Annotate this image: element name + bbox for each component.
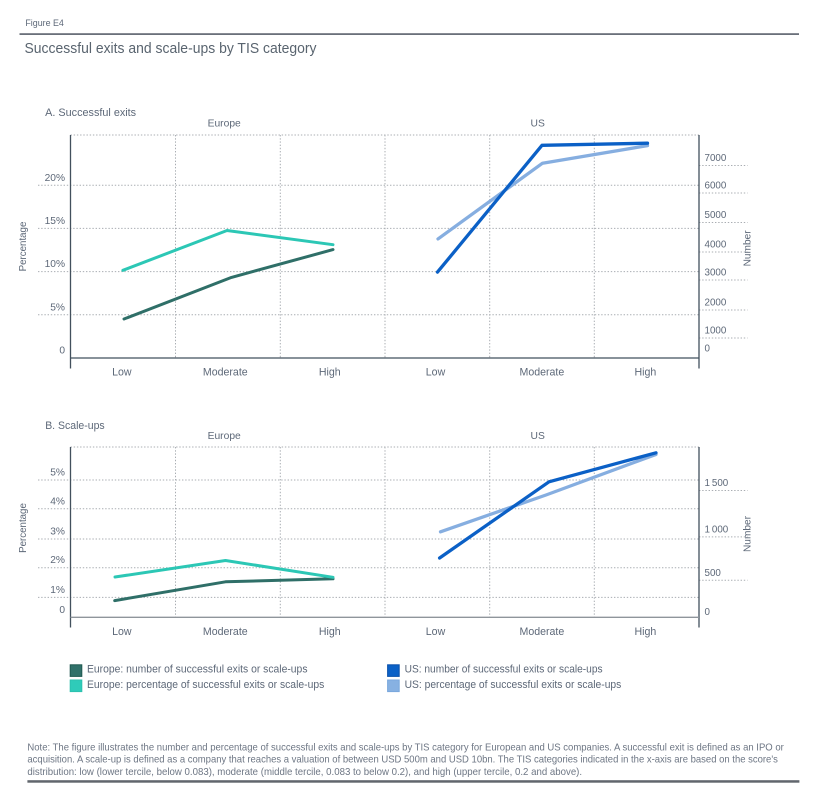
svg-text:0: 0 [59,346,65,357]
svg-text:Successful exits and scale-ups: Successful exits and scale-ups by TIS ca… [25,41,318,57]
svg-text:High: High [635,366,657,378]
svg-text:Low: Low [426,366,446,378]
svg-text:Moderate: Moderate [203,626,248,638]
svg-text:B. Scale-ups: B. Scale-ups [45,420,105,432]
svg-text:US: US [531,431,545,442]
svg-text:5%: 5% [50,468,65,479]
svg-text:Europe: Europe [208,431,241,442]
svg-text:Number: Number [743,230,754,267]
svg-text:1 000: 1 000 [705,524,729,535]
svg-text:1%: 1% [50,585,65,596]
svg-text:6000: 6000 [705,181,727,192]
svg-text:0: 0 [59,605,65,616]
svg-text:Percentage: Percentage [18,221,29,271]
svg-text:1 500: 1 500 [705,478,729,489]
svg-text:3%: 3% [50,527,65,538]
svg-text:High: High [319,366,341,378]
svg-text:US: number of successful exits: US: number of successful exits or scale-… [405,663,603,675]
svg-text:5000: 5000 [705,210,727,221]
svg-text:Low: Low [112,626,132,638]
svg-text:US: percentage of successful e: US: percentage of successful exits or sc… [405,679,622,691]
svg-text:Moderate: Moderate [203,366,248,378]
svg-text:Low: Low [426,626,446,638]
svg-text:Note: The figure illustrates t: Note: The figure illustrates the number … [27,742,784,753]
svg-text:4000: 4000 [705,240,727,251]
svg-text:US: US [531,119,545,130]
svg-text:Percentage: Percentage [18,503,29,553]
svg-text:3000: 3000 [705,268,727,279]
svg-text:High: High [635,626,657,638]
svg-text:2000: 2000 [705,298,727,309]
svg-text:7000: 7000 [705,153,727,164]
svg-text:Europe: percentage of successf: Europe: percentage of successful exits o… [87,679,324,691]
svg-text:1000: 1000 [705,326,727,337]
svg-text:10%: 10% [45,259,65,270]
svg-text:Number: Number [743,515,754,552]
svg-text:2%: 2% [50,555,65,566]
svg-text:acquisition. A scale-up is def: acquisition. A scale-up is defined as a … [27,755,778,766]
svg-text:0: 0 [705,607,711,618]
svg-text:Moderate: Moderate [520,366,565,378]
svg-text:15%: 15% [45,216,65,227]
svg-text:Figure E4: Figure E4 [25,18,64,28]
svg-text:20%: 20% [45,173,65,184]
svg-text:4%: 4% [50,496,65,507]
svg-text:5%: 5% [50,302,65,313]
svg-text:High: High [319,626,341,638]
svg-text:A. Successful exits: A. Successful exits [45,107,137,119]
svg-text:500: 500 [705,568,722,579]
svg-text:Moderate: Moderate [520,626,565,638]
svg-text:distribution: low (lower terci: distribution: low (lower tercile, below … [27,767,582,778]
svg-text:0: 0 [705,344,711,355]
svg-text:Low: Low [112,366,132,378]
svg-text:Europe: Europe [208,119,241,130]
svg-text:Europe: number of successful e: Europe: number of successful exits or sc… [87,663,308,675]
